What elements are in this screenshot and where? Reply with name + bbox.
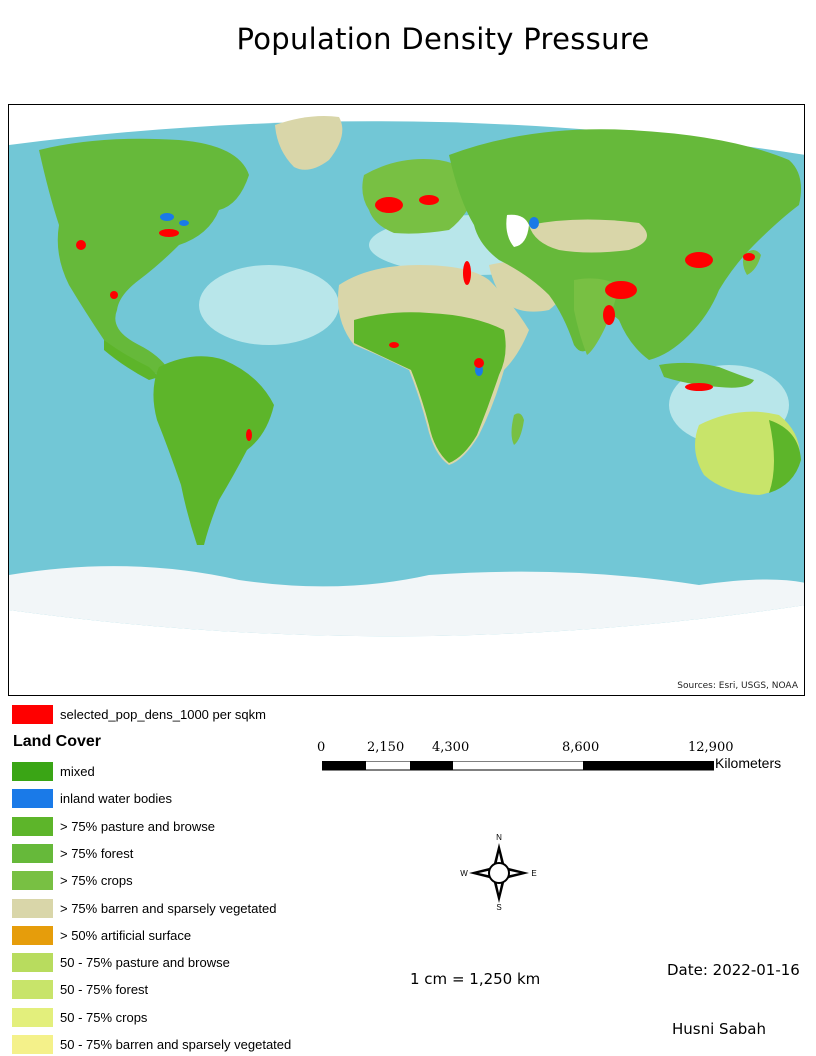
scale-ratio: 1 cm = 1,250 km xyxy=(410,970,541,988)
legend-swatch xyxy=(12,925,53,945)
legend-label: > 75% barren and sparsely vegetated xyxy=(60,900,277,916)
legend-label: 50 - 75% forest xyxy=(60,981,149,997)
map-author: Husni Sabah xyxy=(672,1020,766,1038)
compass-east: E xyxy=(531,869,536,878)
legend-swatch xyxy=(12,788,53,808)
scale-tick-label: 8,600 xyxy=(562,740,600,755)
antarctica xyxy=(9,566,804,637)
north-arrow: N S W E xyxy=(460,833,536,912)
map-sources: Sources: Esri, USGS, NOAA xyxy=(677,681,798,691)
world-map[interactable]: Sources: Esri, USGS, NOAA xyxy=(9,105,805,696)
caspian-region xyxy=(506,214,529,247)
madagascar xyxy=(511,413,524,445)
india xyxy=(574,278,619,355)
map-title: Population Density Pressure xyxy=(236,22,650,56)
legend-swatch xyxy=(12,843,53,863)
scale-units: Kilometers xyxy=(715,755,782,771)
legend-item: 50 - 75% barren and sparsely vegetated xyxy=(12,1034,291,1054)
legend-item: > 75% crops xyxy=(12,870,133,890)
scale-bar-graphic xyxy=(322,761,714,771)
legend-swatch xyxy=(12,816,53,836)
legend-swatch xyxy=(12,979,53,999)
central-america xyxy=(104,340,159,380)
legend-item-population-density: selected_pop_dens_1000 per sqkm xyxy=(12,704,266,724)
legend-label: 50 - 75% barren and sparsely vegetated xyxy=(60,1036,292,1052)
legend-item: > 75% forest xyxy=(12,843,133,863)
scale-tick-label: 12,900 xyxy=(688,740,734,755)
legend-swatch xyxy=(12,870,53,890)
legend-swatch xyxy=(12,952,53,972)
legend-item: 50 - 75% pasture and browse xyxy=(12,952,230,972)
legend-item: > 75% pasture and browse xyxy=(12,816,215,836)
compass-south: S xyxy=(496,903,501,912)
greenland xyxy=(275,116,343,170)
map-date: Date: 2022-01-16 xyxy=(667,961,800,979)
legend-item: 50 - 75% forest xyxy=(12,979,148,999)
legend-item: > 50% artificial surface xyxy=(12,925,191,945)
north-america xyxy=(39,138,249,375)
legend-item: > 75% barren and sparsely vegetated xyxy=(12,898,276,918)
legend-label: > 50% artificial surface xyxy=(60,927,192,943)
legend-item: inland water bodies xyxy=(12,788,172,808)
legend-label: 50 - 75% crops xyxy=(60,1009,148,1025)
indonesia xyxy=(659,362,754,388)
legend-label: 50 - 75% pasture and browse xyxy=(60,954,230,970)
legend-label: > 75% pasture and browse xyxy=(60,818,216,834)
legend-label: > 75% forest xyxy=(60,845,134,861)
legend-label: > 75% crops xyxy=(60,872,133,888)
legend-swatch xyxy=(12,704,53,724)
legend-title: Land Cover xyxy=(13,733,102,750)
central-asia-barren xyxy=(529,219,647,253)
legend-swatch xyxy=(12,1034,53,1054)
compass-north: N xyxy=(496,833,502,842)
scale-tick-label: 0 xyxy=(317,740,326,755)
legend-swatch xyxy=(12,761,53,781)
legend-item: mixed xyxy=(12,761,95,781)
africa-vegetation xyxy=(354,312,506,463)
high-density-areas xyxy=(76,195,755,441)
south-america xyxy=(153,356,274,545)
australia-east-forest xyxy=(769,420,801,493)
europe xyxy=(362,159,479,234)
legend-label: selected_pop_dens_1000 per sqkm xyxy=(60,706,266,722)
scale-tick-label: 4,300 xyxy=(432,740,470,755)
legend-item: 50 - 75% crops xyxy=(12,1007,147,1027)
map-frame[interactable]: Sources: Esri, USGS, NOAA xyxy=(8,104,805,696)
scale-tick-label: 2,150 xyxy=(367,740,405,755)
compass-west: W xyxy=(460,869,468,878)
legend-swatch xyxy=(12,1007,53,1027)
legend-label: mixed xyxy=(60,763,95,779)
legend-label: inland water bodies xyxy=(60,790,173,806)
legend-swatch xyxy=(12,898,53,918)
